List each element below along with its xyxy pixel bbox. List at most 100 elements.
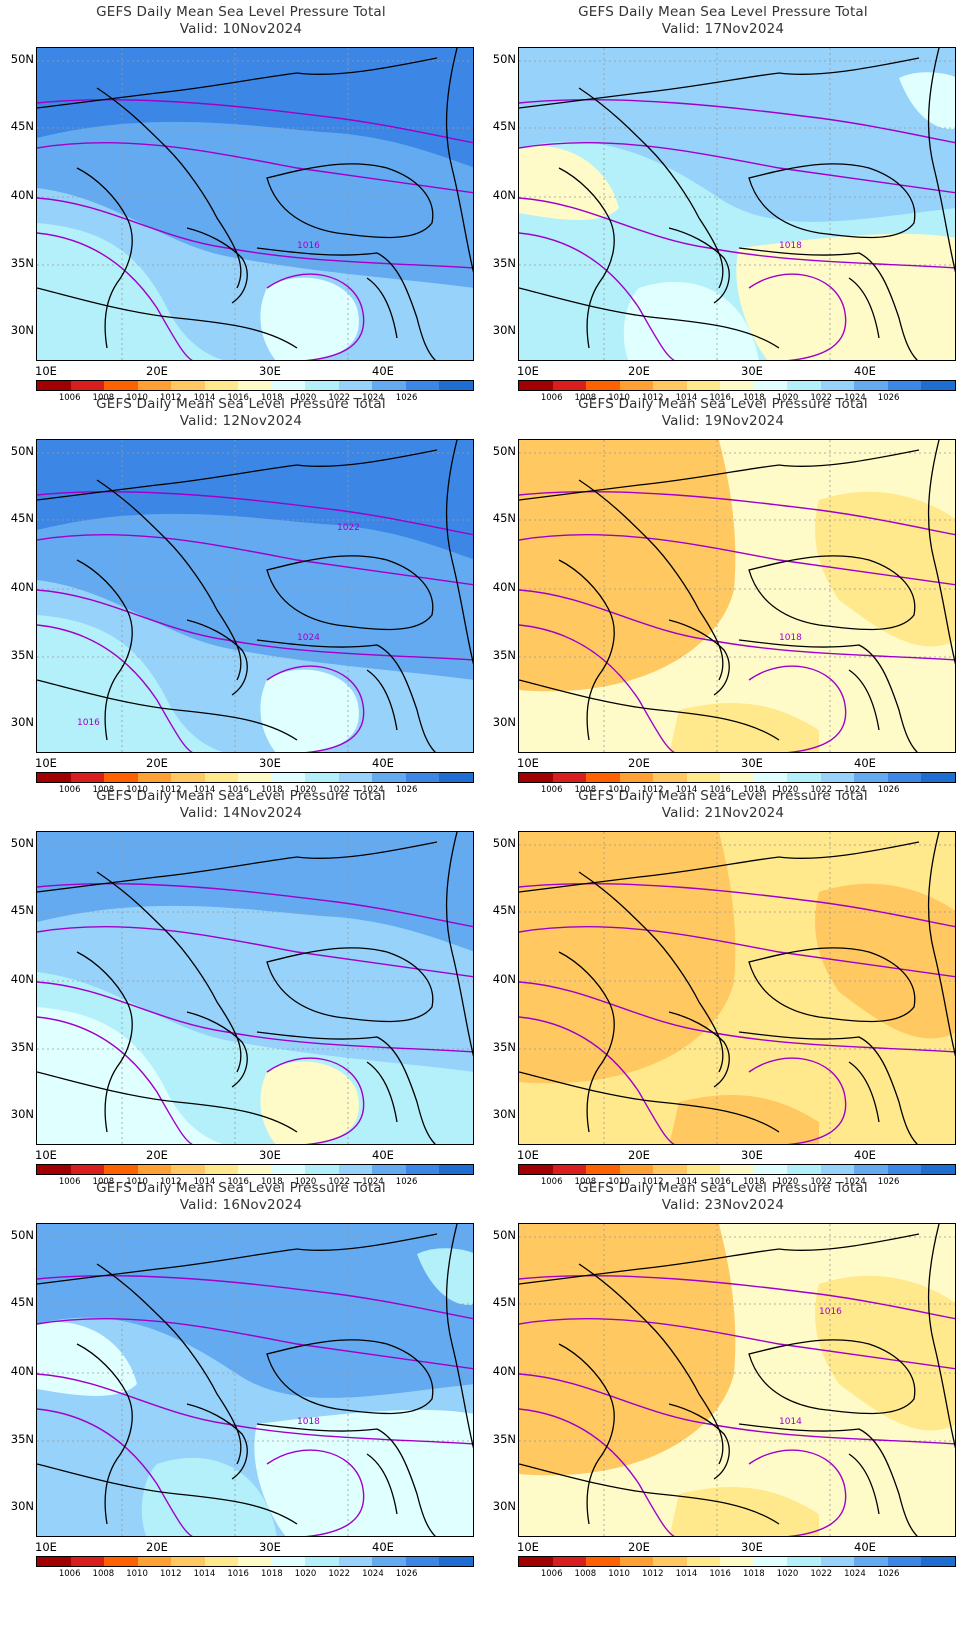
- colorbar-tick-label: 1026: [877, 785, 900, 795]
- colorbar-tick-label: 1008: [92, 1177, 115, 1187]
- colorbar-swatch: [338, 773, 373, 782]
- colorbar-tick-label: 1022: [328, 1177, 351, 1187]
- latitude-label: 35N: [492, 648, 516, 662]
- colorbar-swatch: [405, 773, 440, 782]
- colorbar-swatch: [171, 1557, 205, 1566]
- colorbar-swatch: [720, 773, 754, 782]
- colorbar-tick-label: 1012: [159, 393, 182, 403]
- panel-title: GEFS Daily Mean Sea Level Pressure Total: [578, 788, 868, 804]
- panel-valid-date: Valid: 19Nov2024: [661, 413, 785, 429]
- colorbar-tick-label: 1016: [709, 785, 731, 795]
- colorbar-swatch: [854, 1165, 888, 1174]
- pressure-map[interactable]: [518, 831, 956, 1145]
- pressure-map[interactable]: 1018: [518, 439, 956, 753]
- coastline-border: [748, 947, 916, 1023]
- pressure-colorbar: [36, 380, 474, 391]
- coastline-border: [186, 1403, 248, 1480]
- colorbar-tick-label: 1018: [261, 1177, 283, 1187]
- coastline-border: [778, 449, 920, 467]
- colorbar-tick-label: 1008: [92, 785, 115, 795]
- colorbar-swatch: [854, 773, 888, 782]
- colorbar-tick-label: 1008: [574, 785, 597, 795]
- colorbar-swatch: [653, 1165, 687, 1174]
- colorbar-tick-label: 1014: [675, 785, 698, 795]
- isobar-contour: [37, 491, 473, 536]
- coastline-border: [37, 1463, 298, 1525]
- coastline-border: [76, 559, 133, 741]
- colorbar-swatch: [37, 1557, 71, 1566]
- coastline-border: [519, 287, 780, 349]
- pressure-map[interactable]: 1014 1016: [518, 1223, 956, 1537]
- colorbar-tick-label: 1006: [58, 393, 81, 403]
- colorbar-tick-label: 1024: [362, 1177, 384, 1187]
- colorbar-swatch: [372, 381, 406, 390]
- pressure-band: [815, 1275, 955, 1431]
- pressure-map[interactable]: 1024 1022 1016: [36, 439, 474, 753]
- colorbar-tick-label: 1026: [395, 785, 418, 795]
- isobar-contour: [37, 534, 473, 586]
- pressure-map[interactable]: [36, 831, 474, 1145]
- longitude-label: 10E: [517, 1148, 539, 1162]
- colorbar-swatch: [519, 773, 553, 782]
- coastline-border: [927, 440, 955, 665]
- longitude-label: 40E: [372, 1540, 394, 1554]
- coastline-border: [445, 440, 473, 665]
- colorbar-swatch: [238, 1557, 272, 1566]
- coastline-border: [366, 277, 398, 339]
- colorbar-swatch: [70, 1165, 105, 1174]
- longitude-label: 10E: [35, 756, 57, 770]
- latitude-label: 50N: [492, 836, 516, 850]
- coastline-border: [296, 449, 438, 467]
- colorbar-swatch: [238, 381, 272, 390]
- colorbar-swatch: [271, 1557, 306, 1566]
- longitude-label: 30E: [259, 1148, 281, 1162]
- colorbar-tick-label: 1020: [294, 785, 317, 795]
- coastline-border: [668, 1011, 730, 1088]
- colorbar-swatch: [204, 1165, 239, 1174]
- isobar-contour: [37, 589, 473, 661]
- colorbar-swatch: [720, 1165, 754, 1174]
- pressure-field-svg: 1018: [519, 440, 955, 752]
- latitude-label: 30N: [10, 1107, 34, 1121]
- latitude-label: 45N: [10, 511, 34, 525]
- coastline-border: [738, 247, 918, 360]
- isobar-contour: [519, 1275, 955, 1320]
- colorbar-swatch: [787, 381, 821, 390]
- coastline-border: [927, 832, 955, 1057]
- longitude-label: 20E: [628, 1540, 650, 1554]
- colorbar-tick-label: 1014: [675, 1177, 698, 1187]
- pressure-band: [37, 615, 224, 752]
- colorbar-tick-label: 1016: [227, 785, 249, 795]
- coastline-border: [37, 1248, 298, 1285]
- coastline-border: [519, 72, 780, 109]
- colorbar-tick-label: 1014: [193, 1177, 216, 1187]
- colorbar-tick-label: 1026: [877, 393, 900, 403]
- isobar-contour: [519, 981, 955, 1053]
- colorbar-swatch: [519, 381, 553, 390]
- latitude-label: 30N: [10, 715, 34, 729]
- colorbar-tick-label: 1016: [227, 1177, 249, 1187]
- colorbar-swatch: [887, 1557, 922, 1566]
- panel-title: GEFS Daily Mean Sea Level Pressure Total: [96, 396, 386, 412]
- colorbar-swatch: [854, 381, 888, 390]
- pressure-map[interactable]: 1018: [36, 1223, 474, 1537]
- longitude-label: 20E: [628, 1148, 650, 1162]
- colorbar-tick-label: 1010: [608, 393, 630, 403]
- longitude-label: 20E: [628, 756, 650, 770]
- longitude-label: 40E: [854, 1148, 876, 1162]
- latitude-label: 45N: [492, 1295, 516, 1309]
- colorbar-tick-label: 1008: [574, 393, 597, 403]
- longitude-label: 30E: [741, 364, 763, 378]
- isobar-contour: [266, 273, 365, 360]
- colorbar-swatch: [519, 1165, 553, 1174]
- longitude-label: 30E: [741, 756, 763, 770]
- colorbar-swatch: [686, 1557, 721, 1566]
- colorbar-swatch: [104, 1165, 138, 1174]
- pressure-map[interactable]: 1018: [518, 47, 956, 361]
- pressure-map[interactable]: 1016: [36, 47, 474, 361]
- pressure-band: [260, 1061, 359, 1144]
- coastline-border: [558, 559, 615, 741]
- pressure-field-svg: 1016: [37, 48, 473, 360]
- colorbar-swatch: [104, 381, 138, 390]
- colorbar-swatch: [820, 773, 855, 782]
